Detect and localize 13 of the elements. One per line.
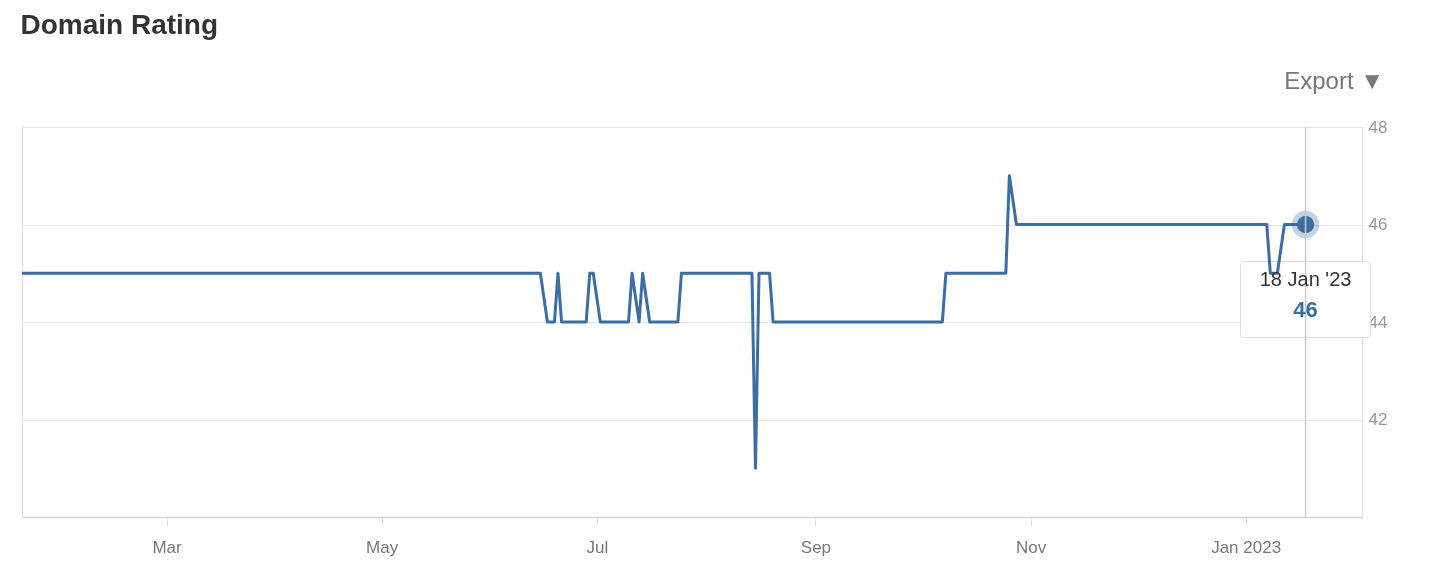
x-tick-label: Jan 2023 bbox=[1211, 537, 1282, 557]
text: Export ▼ bbox=[1284, 67, 1384, 94]
y-tick-label: 48 bbox=[1368, 117, 1388, 137]
y-tick-label: 46 bbox=[1368, 215, 1388, 234]
x-tick-label: Sep bbox=[800, 537, 832, 557]
x-tick-label: Jul bbox=[586, 537, 609, 557]
x-tick-label: Mar bbox=[152, 537, 183, 557]
x-tick-label: Nov bbox=[1015, 537, 1047, 557]
annotation: 46 bbox=[1293, 296, 1318, 322]
chart-title: Domain Rating bbox=[20, 9, 219, 40]
y-tick-label: 42 bbox=[1368, 410, 1388, 429]
annotation: 18 Jan '23 bbox=[1259, 267, 1352, 290]
x-tick-label: May bbox=[366, 537, 399, 557]
